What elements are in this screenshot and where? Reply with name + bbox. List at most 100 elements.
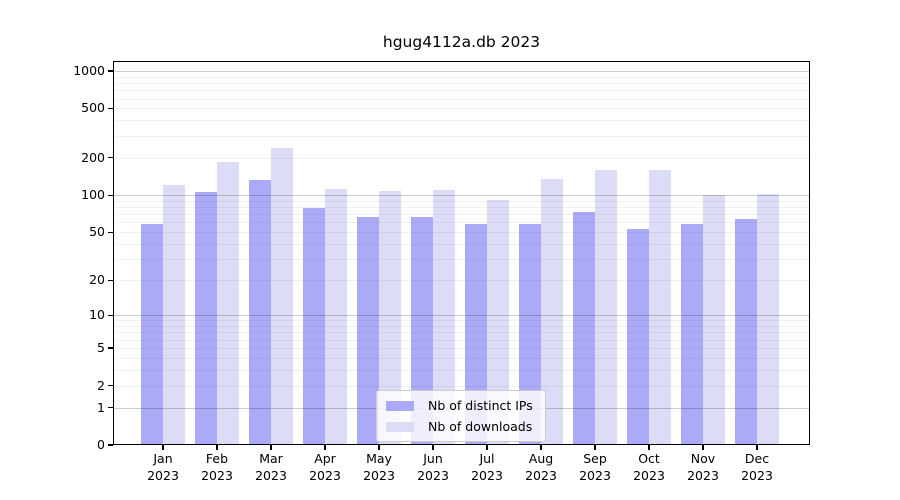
y-tick-label: 2 <box>97 377 105 393</box>
minor-gridline <box>113 98 810 100</box>
x-tick-mark <box>594 445 596 450</box>
x-tick-mark <box>378 445 380 450</box>
minor-gridline <box>113 90 810 92</box>
y-tick-mark <box>108 70 113 72</box>
legend: Nb of distinct IPs Nb of downloads <box>376 390 546 442</box>
bar-downloads-dec <box>757 193 779 445</box>
bar-distinct-ips-nov <box>681 224 703 445</box>
major-gridline <box>113 315 810 317</box>
x-tick-label-apr: Apr 2023 <box>309 451 341 483</box>
x-tick-mark <box>648 445 650 450</box>
bar-distinct-ips-may <box>357 216 379 445</box>
bar-distinct-ips-apr <box>303 207 325 445</box>
legend-swatch-downloads <box>386 421 414 432</box>
x-tick-label-may: May 2023 <box>363 451 395 483</box>
legend-label-downloads: Nb of downloads <box>428 419 533 434</box>
bar-distinct-ips-sep <box>573 211 595 445</box>
minor-gridline <box>113 222 810 224</box>
y-tick-mark <box>108 406 113 409</box>
y-tick-mark <box>108 279 113 281</box>
y-tick-label: 0 <box>97 437 105 452</box>
bar-downloads-jul <box>487 199 509 445</box>
plot-area: Nb of distinct IPs Nb of downloads <box>113 61 810 445</box>
x-tick-mark <box>162 445 164 450</box>
y-tick-mark <box>108 384 113 387</box>
x-tick-mark <box>324 445 326 450</box>
y-tick-mark <box>108 194 113 196</box>
bar-distinct-ips-jun <box>411 217 433 445</box>
y-tick-label: 20 <box>89 272 105 288</box>
bar-downloads-jun <box>433 190 455 445</box>
x-tick-mark <box>432 445 434 450</box>
y-tick-mark <box>108 347 113 349</box>
legend-label-distinct-ips: Nb of distinct IPs <box>428 398 533 413</box>
legend-item-distinct-ips: Nb of distinct IPs <box>386 398 533 413</box>
x-tick-mark <box>756 445 758 450</box>
x-tick-label-mar: Mar 2023 <box>255 451 287 483</box>
minor-gridline <box>113 120 810 122</box>
major-gridline <box>113 195 810 197</box>
x-tick-label-aug: Aug 2023 <box>525 451 557 483</box>
bar-downloads-may <box>379 190 401 445</box>
x-tick-mark <box>486 445 488 450</box>
bar-downloads-jan <box>163 185 185 445</box>
bar-distinct-ips-mar <box>249 180 271 445</box>
minor-gridline <box>113 135 810 137</box>
y-tick-label: 50 <box>89 224 105 240</box>
y-tick-mark <box>108 444 113 446</box>
x-tick-mark <box>540 445 542 450</box>
bar-downloads-feb <box>217 161 239 445</box>
minor-gridline <box>113 332 810 334</box>
bar-distinct-ips-dec <box>735 218 757 445</box>
minor-gridline <box>113 108 810 110</box>
bar-distinct-ips-jan <box>141 224 163 445</box>
x-tick-label-jul: Jul 2023 <box>471 451 503 483</box>
x-tick-label-nov: Nov 2023 <box>687 451 719 483</box>
minor-gridline <box>113 280 810 282</box>
minor-gridline <box>113 357 810 359</box>
minor-gridline <box>113 82 810 84</box>
minor-gridline <box>113 326 810 327</box>
bar-downloads-oct <box>649 170 671 445</box>
x-tick-mark <box>270 445 272 450</box>
minor-gridline <box>113 385 810 387</box>
y-tick-label: 1000 <box>73 62 105 78</box>
minor-gridline <box>113 214 810 216</box>
minor-gridline <box>113 232 810 234</box>
x-tick-label-feb: Feb 2023 <box>201 451 233 483</box>
minor-gridline <box>113 348 810 349</box>
bar-distinct-ips-aug <box>519 224 541 445</box>
bar-downloads-sep <box>595 169 617 445</box>
x-tick-label-oct: Oct 2023 <box>633 451 665 483</box>
minor-gridline <box>113 76 810 78</box>
minor-gridline <box>113 259 810 260</box>
chart-title: hgug4112a.db 2023 <box>382 33 541 51</box>
bar-downloads-mar <box>271 147 293 445</box>
x-tick-label-sep: Sep 2023 <box>579 451 611 483</box>
y-tick-label: 10 <box>89 307 105 323</box>
x-tick-label-jan: Jan 2023 <box>147 451 179 483</box>
y-tick-label: 100 <box>81 187 105 203</box>
major-gridline <box>113 70 810 72</box>
minor-gridline <box>113 320 810 322</box>
x-tick-label-dec: Dec 2023 <box>741 451 773 483</box>
minor-gridline <box>113 207 810 208</box>
x-tick-mark <box>216 445 218 450</box>
minor-gridline <box>113 369 810 371</box>
bar-downloads-apr <box>325 189 347 445</box>
y-tick-label: 500 <box>81 100 105 116</box>
y-tick-mark <box>108 314 113 316</box>
y-tick-mark <box>108 231 113 233</box>
x-tick-mark <box>702 445 704 450</box>
bar-downloads-aug <box>541 178 563 445</box>
legend-swatch-distinct-ips <box>386 400 414 411</box>
legend-item-downloads: Nb of downloads <box>386 419 533 434</box>
minor-gridline <box>113 339 810 341</box>
y-tick-label: 1 <box>97 399 105 415</box>
y-tick-mark <box>108 107 113 109</box>
minor-gridline <box>113 200 810 202</box>
x-tick-label-jun: Jun 2023 <box>417 451 449 483</box>
bar-distinct-ips-oct <box>627 229 649 445</box>
bar-distinct-ips-jul <box>465 224 487 445</box>
